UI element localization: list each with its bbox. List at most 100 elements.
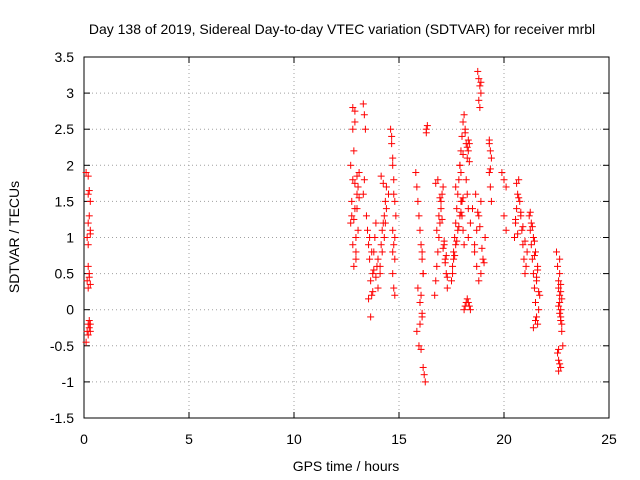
x-tick-label: 20 [496,431,512,447]
data-point [419,270,427,278]
data-point [475,277,483,285]
data-point [521,237,529,245]
data-point [449,262,457,270]
data-point [351,205,359,213]
data-point [533,313,541,321]
data-point [84,262,92,270]
data-point [85,187,93,195]
data-point [436,219,444,227]
data-point [487,154,495,162]
y-tick-label: 3 [66,85,74,101]
data-point [465,302,473,310]
y-tick-label: 2.5 [55,121,75,137]
y-tick-label: -0.5 [50,338,74,354]
data-point [367,313,375,321]
data-point [462,176,470,184]
data-point [464,298,472,306]
data-point [558,320,566,328]
data-point [500,176,508,184]
data-point [378,226,386,234]
y-tick-label: -1.5 [50,410,74,426]
data-point [463,154,471,162]
y-tick-label: 1.5 [55,193,75,209]
x-tick-label: 15 [391,431,407,447]
x-tick-label: 5 [185,431,193,447]
data-point [455,176,463,184]
data-point [366,255,374,263]
data-point [435,212,443,220]
data-point [452,241,460,249]
data-point [349,176,357,184]
data-point [436,194,444,202]
data-point [523,248,531,256]
data-point [388,132,396,140]
data-point [415,212,423,220]
data-point [459,118,467,126]
data-point [463,295,471,303]
data-point [84,219,92,227]
data-point [350,147,358,155]
data-point [84,172,92,180]
data-point [514,230,522,238]
data-point [513,179,521,187]
data-point [418,248,426,256]
data-point [347,219,355,227]
data-point [414,284,422,292]
data-point [376,262,384,270]
x-tick-label: 25 [601,431,617,447]
data-point [555,345,563,353]
data-point [535,306,543,314]
data-point [535,288,543,296]
data-point [367,277,375,285]
data-point [421,378,429,386]
data-point [474,67,482,75]
data-point [361,125,369,133]
data-point [82,338,90,346]
data-point [85,317,93,325]
data-point [449,270,457,278]
data-point [391,255,399,263]
data-point [555,302,563,310]
y-tick-label: 0.5 [55,266,75,282]
data-point [527,241,535,249]
data-point [471,241,479,249]
data-point [84,190,92,198]
y-tick-label: 1 [66,230,74,246]
data-point [355,169,363,177]
data-point [520,255,528,263]
data-point [352,255,360,263]
data-point [434,248,442,256]
data-point [437,197,445,205]
data-point [556,291,564,299]
data-point [461,129,469,137]
data-point [469,205,476,213]
data-point [390,190,398,198]
data-point [557,288,565,296]
data-point [416,298,424,306]
y-tick-label: 3.5 [55,49,75,65]
data-point [413,327,421,335]
data-point [417,291,425,299]
data-point [420,371,428,379]
data-point [473,262,481,270]
data-point [442,252,450,260]
data-point [419,363,427,371]
data-point [374,255,382,263]
data-point [557,317,565,325]
x-tick-label: 10 [286,431,302,447]
data-point [457,147,465,155]
data-point [85,324,93,332]
data-point [521,270,529,278]
data-point [380,212,388,220]
data-point [366,234,374,241]
y-tick-label: 2 [66,157,74,173]
data-point [457,169,465,177]
data-point [348,212,356,220]
data-point [556,360,564,368]
data-point [433,262,441,270]
data-point [518,226,526,234]
data-point [362,212,370,220]
data-point [532,298,539,306]
data-point [391,197,399,205]
